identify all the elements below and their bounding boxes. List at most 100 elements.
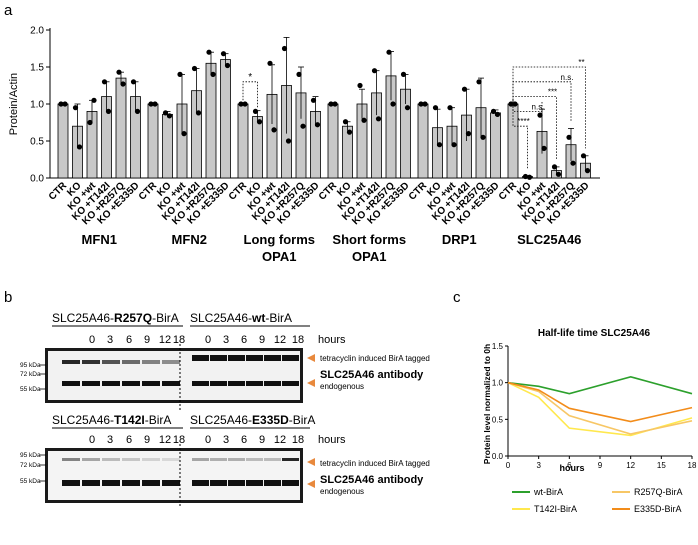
- band-tagged: [210, 355, 227, 361]
- kda-72-bottom: 72 kDa: [20, 462, 41, 469]
- hour-label: 12: [274, 434, 286, 446]
- data-point: [162, 110, 169, 116]
- data-point: [332, 101, 338, 107]
- group-label: MFN1: [82, 232, 117, 247]
- data-point: [256, 119, 263, 125]
- band-endogenous: [102, 480, 120, 486]
- hour-label: 9: [144, 434, 150, 446]
- hour-label: 0: [89, 334, 95, 346]
- data-point: [130, 79, 137, 85]
- data-point: [72, 105, 79, 111]
- line-xtick-label: 15: [657, 461, 666, 470]
- data-point: [210, 71, 216, 77]
- line-xtick-label: 9: [598, 461, 603, 470]
- arrow-endogenous-top-icon: [307, 379, 315, 387]
- line-xtick-label: 18: [688, 461, 697, 470]
- band-tagged: [246, 355, 263, 361]
- data-point: [537, 112, 543, 118]
- data-point: [436, 142, 443, 148]
- band-endogenous: [62, 381, 80, 386]
- line-xtick-label: 0: [506, 461, 511, 470]
- data-point: [551, 164, 558, 170]
- hour-label: 9: [144, 334, 150, 346]
- bar: [205, 62, 217, 179]
- data-point: [512, 101, 518, 107]
- data-point: [224, 62, 231, 69]
- panel-b-label: b: [4, 289, 12, 306]
- series-line-e335d-bira: [507, 381, 693, 423]
- hour-label: 6: [241, 334, 247, 346]
- data-point: [476, 79, 482, 85]
- data-point: [404, 105, 411, 111]
- line-xtick-label: 6: [567, 461, 572, 470]
- band-endogenous: [228, 381, 245, 386]
- bar: [147, 103, 159, 179]
- hour-label: 3: [223, 434, 229, 446]
- significance-bracket: [512, 100, 528, 170]
- data-point: [87, 119, 93, 126]
- group-label: OPA1: [262, 249, 296, 264]
- hour-label: 9: [259, 334, 265, 346]
- data-point: [461, 86, 468, 92]
- data-point: [580, 153, 587, 159]
- antibody-label-bottom: SLC25A46 antibody: [320, 474, 424, 486]
- band-endogenous: [282, 381, 299, 386]
- hour-label: 3: [107, 334, 113, 346]
- band-tagged: [62, 458, 80, 461]
- line-xtick-label: 3: [536, 461, 541, 470]
- data-point: [252, 108, 259, 114]
- data-point: [105, 108, 112, 114]
- data-point: [566, 134, 572, 140]
- significance-bracket: [512, 96, 557, 160]
- line-ytick-label: 1.5: [492, 342, 504, 351]
- band-tagged: [192, 355, 209, 361]
- kda-55-bottom: 55 kDa: [20, 478, 41, 485]
- bar: [507, 103, 519, 179]
- data-point: [238, 101, 244, 107]
- band-endogenous: [82, 480, 100, 486]
- band-tagged: [102, 360, 120, 364]
- data-point: [480, 134, 486, 140]
- band-endogenous: [228, 480, 245, 486]
- legend-label: E335D-BirA: [634, 504, 682, 514]
- hour-label: 12: [159, 434, 171, 446]
- data-point: [447, 105, 453, 111]
- hour-label: 6: [126, 434, 132, 446]
- data-point: [432, 105, 439, 111]
- band-endogenous: [246, 381, 263, 386]
- data-point: [206, 49, 212, 55]
- band-tagged: [122, 458, 140, 461]
- data-point: [285, 138, 292, 144]
- kda-72-top: 72 kDa: [20, 371, 41, 378]
- data-point: [584, 168, 591, 174]
- series-line-r257q-bira: [507, 381, 693, 435]
- data-point: [508, 101, 514, 107]
- panel-c-label: c: [453, 289, 461, 306]
- band-endogenous: [102, 381, 120, 386]
- hour-label: 12: [274, 334, 286, 346]
- significance-label: n.s.: [561, 73, 574, 82]
- band-tagged: [228, 355, 245, 361]
- hour-label: 18: [292, 334, 304, 346]
- hour-label: 12: [159, 334, 171, 346]
- data-point: [116, 69, 122, 75]
- kda-55-top: 55 kDa: [20, 386, 41, 393]
- line-xtick-label: 12: [626, 461, 635, 470]
- hour-label: 0: [89, 434, 95, 446]
- band-tagged: [82, 458, 100, 461]
- data-point: [76, 144, 83, 150]
- band-endogenous: [264, 480, 281, 486]
- band-endogenous: [122, 381, 140, 386]
- group-label: Short forms: [332, 232, 406, 247]
- data-point: [371, 68, 378, 74]
- data-point: [296, 71, 302, 77]
- line-chart-xlabel: hours: [559, 463, 584, 473]
- band-endogenous: [282, 480, 299, 486]
- band-tagged: [246, 458, 263, 461]
- band-endogenous: [246, 480, 263, 486]
- data-point: [465, 131, 472, 137]
- group-label: OPA1: [352, 249, 386, 264]
